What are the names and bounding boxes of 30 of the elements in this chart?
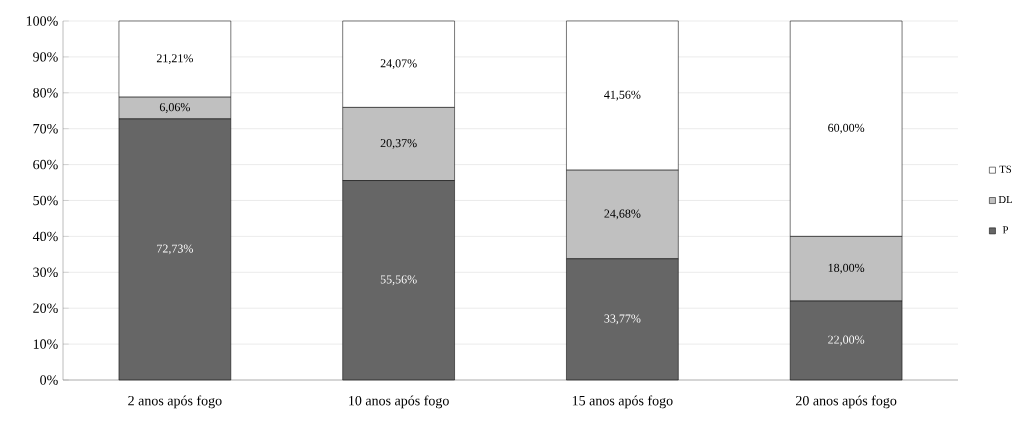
x-tick-label: 10 anos após fogo [349,395,449,409]
y-tick-label: 60% [33,159,58,170]
x-tick-label: 15 anos após fogo [572,395,673,409]
y-tick-label: 70% [33,123,58,134]
y-tick-label: 100% [26,16,58,26]
data-label: 72,73% [157,244,193,255]
data-label: 60,00% [828,123,865,134]
x-tick-label: 2 anos após fogo [128,395,222,409]
data-label: 24,68% [604,209,641,220]
y-tick-label: 40% [32,231,58,242]
data-label: 33,77% [604,314,641,325]
y-tick-label: 90% [33,52,58,62]
data-label: 21,21% [156,54,193,64]
y-tick-label: 20% [33,303,58,313]
data-label: 22,00% [828,335,865,346]
y-tick-label: 10% [33,339,58,349]
y-tick-label: 0% [40,375,58,385]
data-label: 6,06% [159,103,190,113]
data-label: 20,37% [380,139,417,149]
legend-label: DL [998,196,1012,204]
data-label: 41,56% [604,90,641,101]
legend-label: P [1002,226,1009,234]
y-tick-label: 50% [33,195,58,206]
data-label: 24,07% [380,59,417,70]
legend-label: TS [999,165,1012,173]
data-label: 55,56% [380,275,417,286]
x-tick-label: 20 anos após fogo [795,395,897,409]
y-tick-label: 30% [33,267,58,278]
y-tick-label: 80% [33,88,58,98]
data-label: 18,00% [828,263,865,274]
